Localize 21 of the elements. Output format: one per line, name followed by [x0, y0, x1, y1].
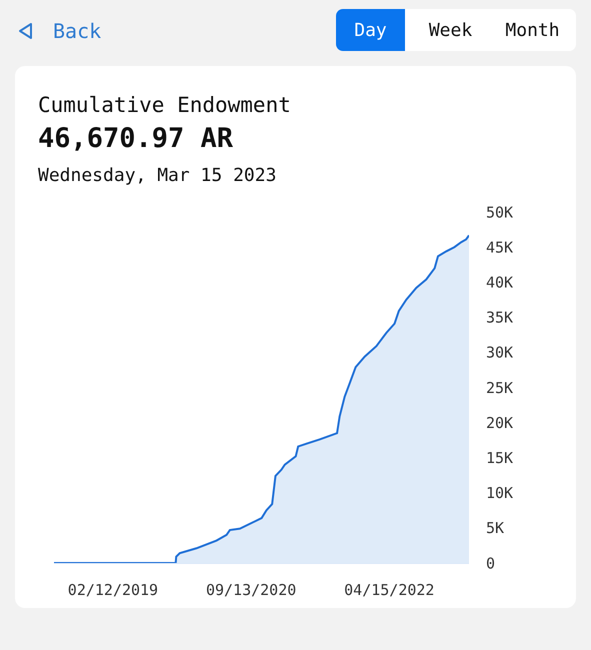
y-tick-label: 40K	[486, 273, 514, 292]
x-tick-label: 02/12/2019	[68, 581, 158, 599]
text: Month	[489, 9, 576, 51]
text: Back	[53, 19, 102, 43]
y-tick-label: 15K	[486, 448, 514, 467]
y-tick-label: 10K	[486, 484, 514, 502]
y-tick-label: 5K	[486, 519, 504, 538]
chart-subtitle: 46,670.97 AR	[38, 123, 234, 154]
y-tick-label: 0	[486, 554, 496, 572]
y-tick-label: 45K	[486, 238, 514, 256]
y-tick-label: 25K	[486, 378, 514, 397]
text: Wednesday, Mar 15 2023	[38, 165, 276, 186]
y-tick-label: 50K	[486, 203, 514, 222]
y-tick-label: 35K	[486, 308, 514, 327]
y-tick-label: 30K	[486, 344, 514, 362]
text: Day	[336, 9, 405, 51]
y-tick-label: 20K	[486, 414, 514, 432]
x-tick-label: 09/13/2020	[206, 581, 296, 599]
chart-title: Cumulative Endowment	[38, 93, 291, 117]
text: Week	[412, 9, 489, 51]
x-tick-label: 04/15/2022	[344, 581, 434, 599]
